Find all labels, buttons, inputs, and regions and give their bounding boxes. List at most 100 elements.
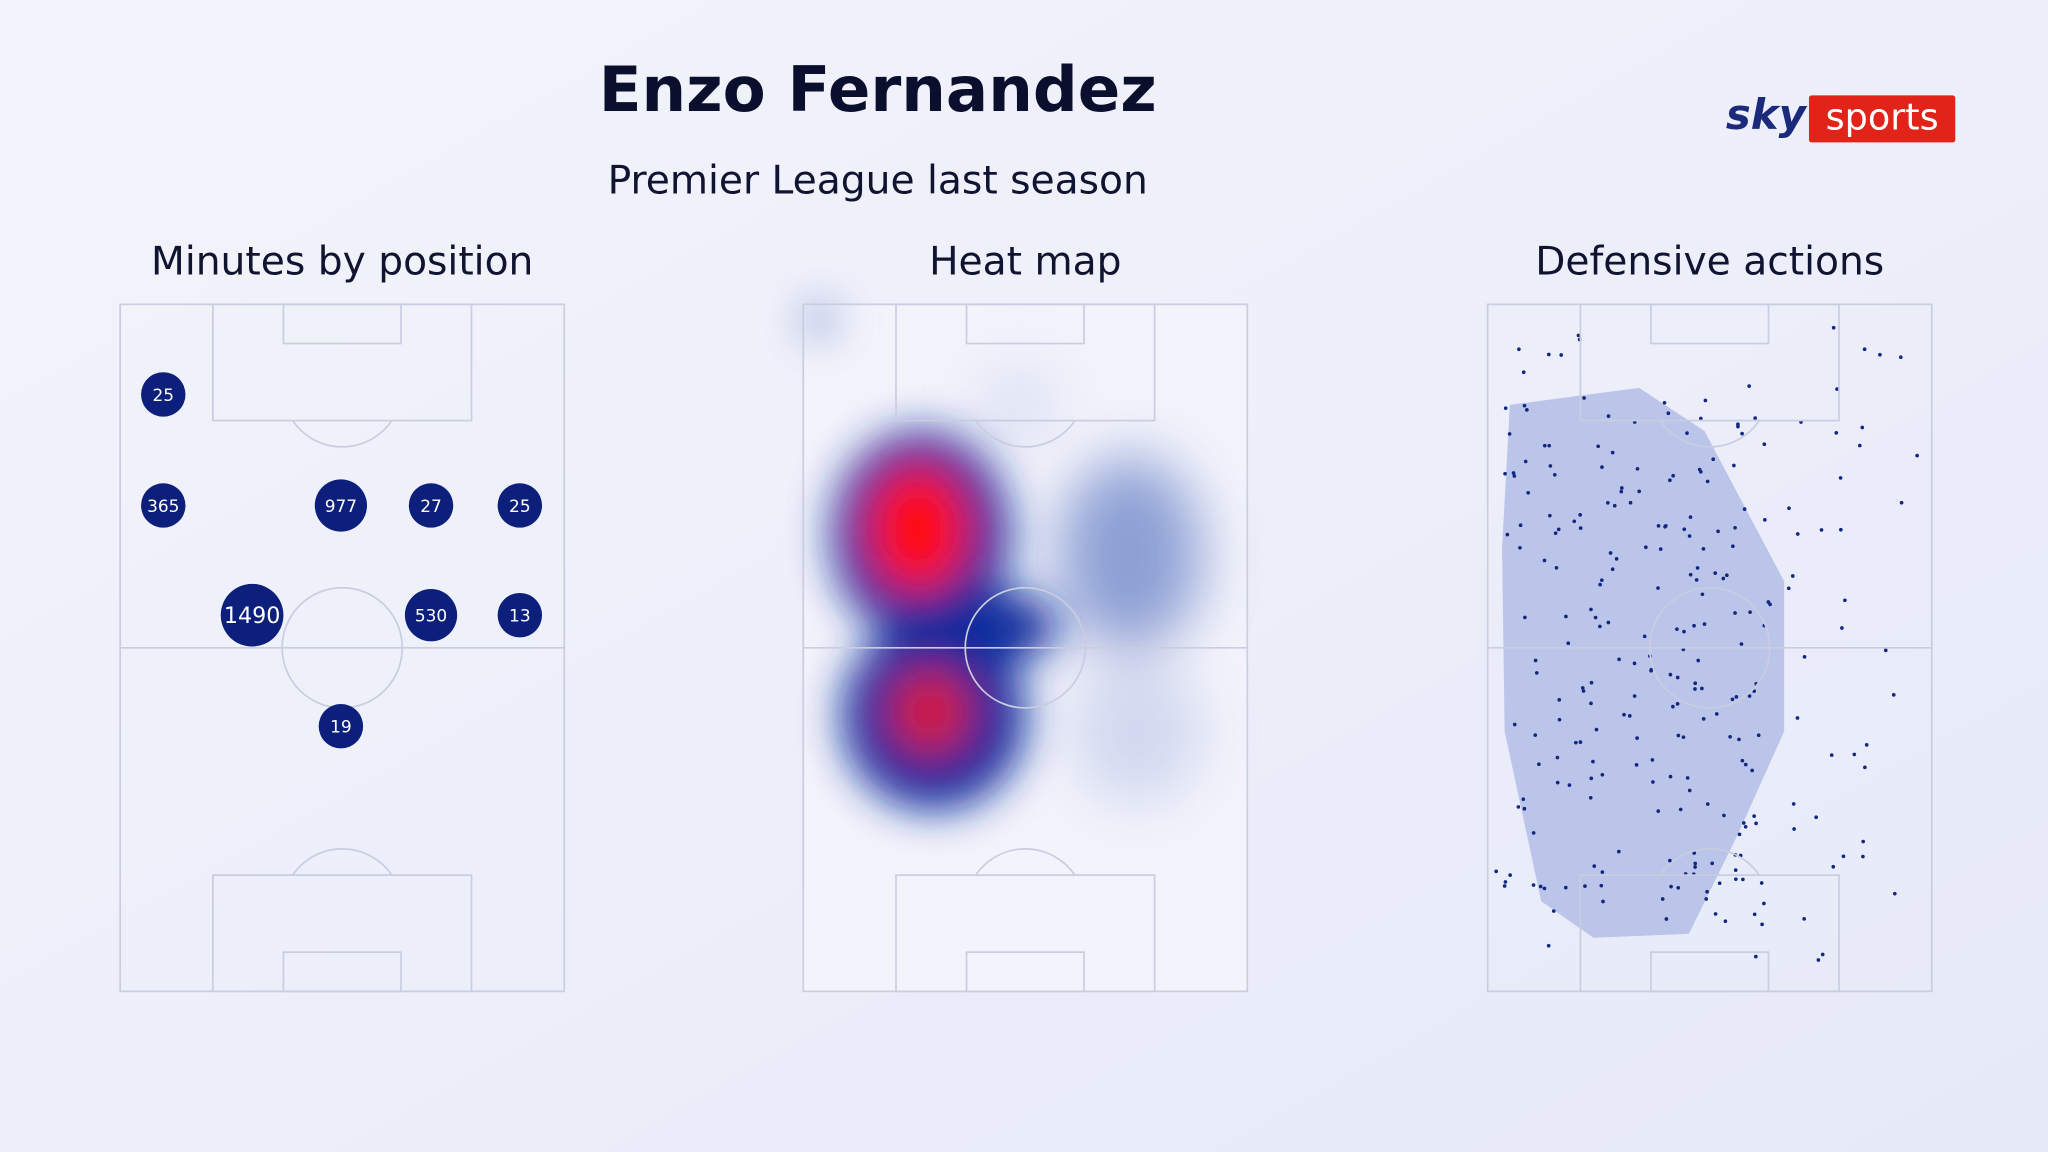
subtitle: Premier League last season [608,158,1148,203]
action-dot [1634,763,1639,767]
action-dot [1841,854,1846,859]
action-dot [1555,780,1560,785]
action-dot [1566,641,1571,646]
action-dot [1542,886,1547,891]
action-dot [1635,736,1639,740]
action-dot [1792,827,1796,831]
action-dot [1716,529,1720,534]
action-dot [1790,574,1795,578]
action-dot [1693,687,1697,691]
action-dot [1878,352,1882,357]
action-dot [1816,958,1821,962]
action-dot [1883,648,1888,653]
action-dot [1588,795,1593,800]
action-dot [1637,489,1642,494]
action-dot [1747,694,1752,698]
action-dot [1660,897,1665,901]
action-dot [1891,693,1896,697]
action-dot [1508,873,1512,877]
action-dot [1567,783,1572,787]
action-dot [1644,545,1648,550]
action-dot [1701,547,1706,551]
action-dot [1592,864,1597,868]
action-dot [1737,832,1742,837]
action-dot [1705,479,1710,484]
action-dot [1687,788,1692,793]
action-dot [1762,901,1766,906]
minutes-label: 365 [147,497,179,517]
action-area [1502,387,1785,938]
action-dot [1668,858,1672,863]
title: Enzo Fernandez [599,53,1157,126]
action-dot [1518,523,1523,528]
action-dot [1740,431,1744,436]
logo-brand: sky [1726,90,1808,139]
action-dot [1503,406,1508,410]
action-dot [1622,712,1626,717]
action-dot [1523,459,1528,464]
action-dot [1724,573,1729,578]
action-dot [1756,733,1761,738]
action-dot [1857,443,1862,448]
action-dot [1610,567,1615,572]
action-dot [1600,465,1604,469]
action-dot [1649,667,1654,672]
action-dot [1734,877,1738,881]
action-dot [1682,527,1687,532]
action-dot [1589,607,1593,612]
action-dot [1576,333,1581,338]
action-dot [1862,347,1867,352]
pitch [802,303,1249,993]
action-dot [1711,457,1716,462]
action-dot [1542,443,1547,448]
action-dot [1750,768,1754,773]
action-dot [1656,809,1661,813]
action-dot [1717,881,1722,886]
action-dot [1533,733,1538,737]
action-dot [1600,772,1605,777]
action-dot [1619,486,1624,490]
penalty-arc [291,420,393,448]
action-dot [1503,471,1507,476]
six-yard-box [1650,303,1770,345]
action-dot [1580,686,1585,690]
action-dot [1705,802,1710,806]
action-dot [1675,702,1680,706]
action-dot [1614,557,1619,561]
minutes-label: 27 [420,497,442,517]
action-dot [1722,813,1726,818]
action-dot [1521,797,1526,802]
action-dot [1556,527,1561,532]
action-dot [1512,474,1517,478]
action-dot [1627,714,1632,718]
action-dot [1538,884,1543,889]
action-dot [1599,883,1604,888]
action-dot [1505,532,1510,537]
action-dot [1704,897,1709,901]
action-dot [1666,411,1671,416]
action-dot [1714,712,1719,716]
action-dot [1734,694,1739,699]
action-dot [1760,922,1764,927]
action-dot [1608,551,1613,555]
action-dot [1578,740,1583,744]
action-dot [1710,861,1715,866]
action-dot [1671,704,1675,709]
action-dot [1671,473,1675,478]
position-bubble [408,483,454,528]
action-dot [1668,478,1672,483]
action-dot [1697,467,1702,472]
action-dot [1600,870,1605,874]
action-dot [1802,917,1806,921]
action-dot [1843,598,1847,603]
action-dot [1642,634,1647,639]
action-dot [1834,431,1839,435]
action-dot [1700,686,1704,691]
action-dot [1681,735,1686,740]
action-dot [1694,578,1699,582]
penalty-arc [1659,420,1761,448]
action-dot [1692,623,1696,628]
action-dot [1534,671,1539,675]
